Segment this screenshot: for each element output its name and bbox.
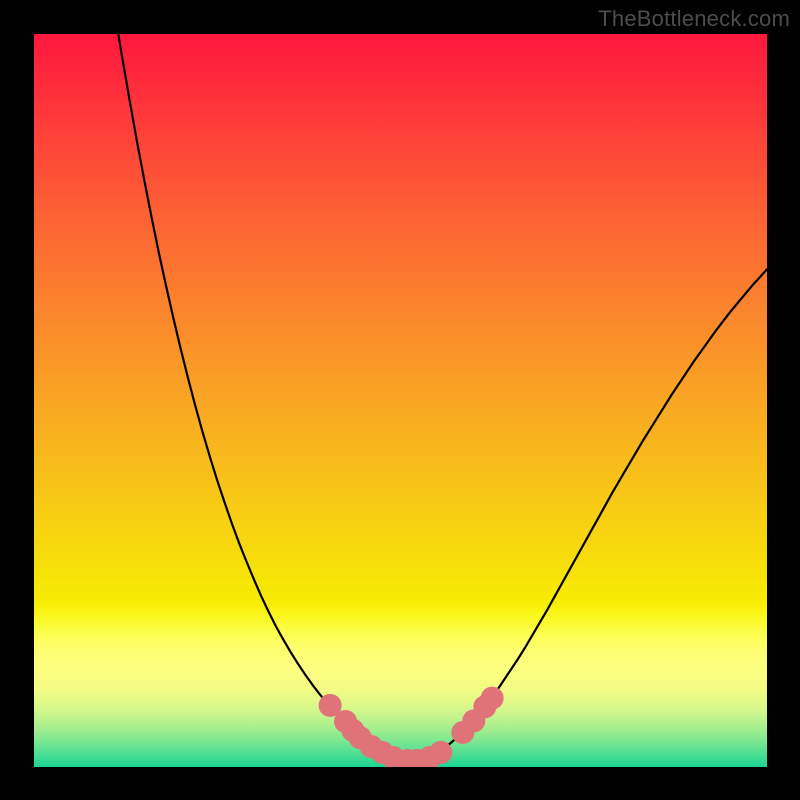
plot-svg — [34, 34, 767, 767]
marker-group — [319, 687, 503, 767]
plot-area — [34, 34, 767, 767]
bottleneck-curve — [118, 34, 767, 759]
chart-stage: TheBottleneck.com — [0, 0, 800, 800]
data-marker — [481, 687, 503, 709]
watermark-text: TheBottleneck.com — [598, 6, 790, 32]
data-marker — [430, 741, 452, 763]
